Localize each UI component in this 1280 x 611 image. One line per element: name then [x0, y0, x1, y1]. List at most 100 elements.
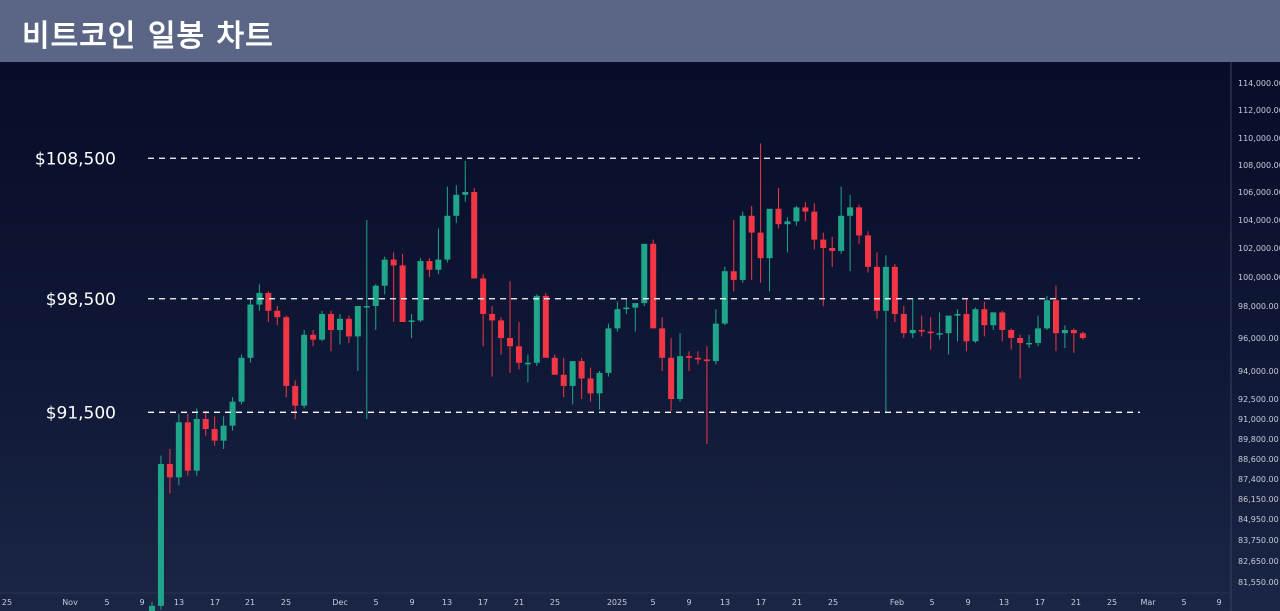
candle-body [345, 318, 352, 337]
y-tick-label: 104,000.00 [1238, 216, 1280, 225]
candle-body [1035, 328, 1042, 343]
candle-body [981, 309, 988, 326]
x-tick-label: 9 [409, 598, 414, 607]
candle-body [498, 320, 505, 338]
x-tick-label: 5 [373, 598, 378, 607]
candle-body [229, 401, 236, 426]
x-tick-label: 9 [139, 598, 144, 607]
candle-body [301, 334, 308, 406]
y-tick-label: 100,000.00 [1238, 273, 1280, 282]
candle-body [811, 211, 818, 240]
candle-body [319, 314, 326, 340]
candle-body [739, 215, 746, 280]
candle-body [292, 385, 299, 406]
chart-title: 비트코인 일봉 차트 [22, 19, 274, 54]
candle-body [838, 215, 845, 251]
candle-body [650, 243, 657, 329]
x-tick-label: Feb [890, 598, 904, 607]
candle-body [882, 266, 889, 311]
y-tick-label: 102,000.00 [1238, 244, 1280, 253]
candle-body [363, 306, 370, 308]
candle-body [748, 215, 755, 233]
candle-body [211, 429, 218, 441]
candle-body [802, 207, 809, 212]
candlestick-chart: $108,500 $98,500 $91,500 114,000.00 112,000… [0, 62, 1280, 611]
x-tick-label: 25 [1107, 598, 1117, 607]
x-tick-label: 25 [2, 598, 12, 607]
candle-body [936, 333, 943, 335]
candle-body [184, 422, 191, 471]
y-tick-label: 114,000.00 [1238, 79, 1280, 88]
x-tick-label: 13 [720, 598, 730, 607]
candle-body [471, 192, 478, 279]
candle-body [641, 243, 648, 304]
candle-body [444, 215, 451, 260]
candle-body [730, 271, 737, 280]
candle-body [945, 315, 952, 334]
y-tick-label: 98,000.00 [1238, 302, 1279, 311]
candle-body [1017, 338, 1024, 343]
y-tick-label: 87,400.00 [1238, 475, 1279, 484]
candle-body [677, 356, 684, 399]
candle-body [632, 303, 639, 308]
candle-body [480, 278, 487, 314]
candle-body [462, 192, 469, 195]
candle-body [489, 314, 496, 321]
candle-body [686, 356, 692, 358]
candle-body [283, 317, 290, 386]
candle-body [918, 330, 925, 332]
y-tick-label: 112,000.00 [1238, 106, 1280, 115]
candle-body [274, 310, 281, 318]
candle-body [578, 361, 585, 379]
candle-body [247, 304, 254, 358]
chart-area: $108,500 $98,500 $91,500 114,000.00 112,000… [0, 62, 1280, 611]
x-tick-label: 17 [210, 598, 220, 607]
x-tick-label: 5 [929, 598, 934, 607]
x-tick-label: 17 [756, 598, 766, 607]
candle-body [963, 314, 970, 342]
y-tick-label: 96,000.00 [1238, 334, 1279, 343]
candle-body [829, 248, 836, 251]
candle-body [310, 334, 317, 340]
candle-body [524, 362, 531, 365]
candle-body [793, 207, 800, 222]
candle-body [453, 194, 460, 216]
candle-body [694, 357, 701, 360]
y-tick-label: 86,150.00 [1238, 495, 1279, 504]
candle-body [1026, 342, 1033, 345]
level-label: $108,500 [35, 149, 116, 169]
y-tick-label: 84,950.00 [1238, 515, 1279, 524]
y-axis-ticks: 114,000.00 112,000.00 110,000.00 108,000.00… [1238, 79, 1280, 587]
candle-body [712, 323, 719, 362]
candle-body [605, 328, 612, 373]
candle-body [999, 312, 1006, 330]
x-tick-label: 9 [686, 598, 691, 607]
candle-body [381, 259, 388, 286]
candle-body [596, 372, 603, 394]
levels-group: $108,500 $98,500 $91,500 [35, 149, 1140, 423]
level-label: $91,500 [46, 403, 116, 423]
candle-body [614, 309, 621, 329]
x-tick-label: 13 [999, 598, 1009, 607]
y-tick-label: 91,000.00 [1238, 415, 1279, 424]
candle-body [328, 314, 334, 330]
x-tick-label: Dec [332, 598, 347, 607]
candle-body [972, 309, 979, 342]
candle-body [399, 265, 406, 322]
x-tick-label: 9 [1216, 598, 1221, 607]
candle-body [507, 338, 513, 347]
candle-body [238, 357, 245, 402]
y-tick-label: 92,500.00 [1238, 395, 1279, 404]
candle-body [1044, 300, 1050, 329]
x-tick-label: 5 [1181, 598, 1186, 607]
level-label: $98,500 [46, 290, 116, 310]
x-tick-label: 21 [245, 598, 255, 607]
candle-body [1008, 330, 1015, 338]
candle-body [265, 292, 272, 311]
candle-body [954, 314, 961, 316]
y-tick-label: 110,000.00 [1238, 134, 1280, 143]
x-tick-label: Nov [62, 598, 78, 607]
candle-body [623, 307, 630, 310]
x-tick-label: 9 [965, 598, 970, 607]
x-tick-label: 25 [281, 598, 291, 607]
